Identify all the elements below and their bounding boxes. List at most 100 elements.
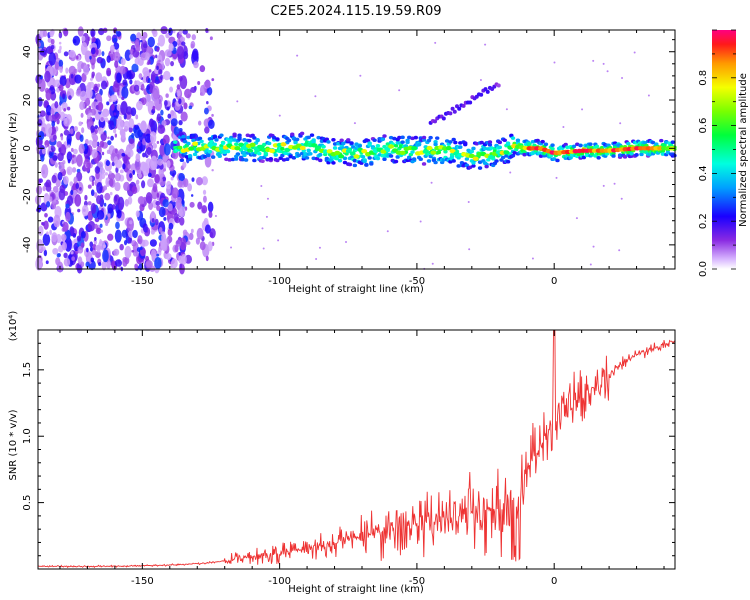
noise-speckle	[148, 202, 154, 211]
signal-band-cell	[660, 152, 666, 156]
signal-ridge-cell	[268, 148, 275, 154]
noise-speckle	[211, 78, 215, 82]
noise-speckle	[183, 178, 189, 188]
signal-band-cell	[453, 140, 458, 145]
signal-band-cell	[471, 161, 476, 165]
noise-speckle	[76, 154, 83, 167]
noise-speckle	[94, 192, 98, 198]
signal-band-cell	[242, 138, 247, 142]
signal-band-cell	[227, 158, 232, 162]
signal-band-cell	[469, 149, 475, 154]
noise-speckle	[145, 260, 153, 269]
noise-speckle	[197, 81, 201, 85]
noise-speckle	[107, 136, 110, 140]
noise-speckle	[91, 131, 96, 140]
noise-speckle	[167, 113, 172, 119]
signal-band-cell	[482, 146, 488, 151]
signal-band-cell	[492, 146, 498, 151]
noise-speckle	[110, 94, 118, 102]
signal-band-cell	[286, 138, 292, 143]
noise-speckle	[121, 96, 125, 101]
signal-band-cell	[173, 140, 178, 144]
signal-band-cell	[494, 159, 499, 163]
noise-speckle	[99, 239, 103, 245]
noise-speckle	[145, 52, 150, 61]
noise-speckle	[81, 204, 89, 217]
signal-band-cell	[413, 135, 419, 140]
noise-speckle	[128, 236, 133, 244]
noise-speckle	[101, 51, 105, 57]
noise-speckle	[135, 210, 140, 218]
signal-band-cell	[505, 159, 511, 164]
signal-ridge-cell	[315, 145, 322, 150]
noise-speckle	[114, 133, 118, 138]
noise-speckle	[155, 200, 161, 206]
noise-speckle	[195, 237, 200, 245]
signal-ridge-cell	[338, 154, 345, 159]
spectrogram-panel: -150 -100 -50 0 -40 -20 0 20 40 Height of strai…	[8, 26, 677, 295]
noise-speckle	[50, 44, 55, 50]
noise-speckle	[45, 89, 52, 101]
noise-speckle	[146, 85, 151, 91]
noise-speckle	[75, 55, 79, 60]
noise-speckle	[170, 258, 178, 269]
spectrogram-frame	[37, 29, 676, 270]
noise-speckle	[91, 31, 95, 37]
noise-speckle	[122, 79, 128, 86]
noise-speckle	[158, 227, 163, 233]
noise-speckle	[39, 110, 46, 117]
noise-speckle	[150, 249, 157, 259]
noise-speckle	[58, 161, 65, 173]
signal-band-cell	[575, 142, 580, 147]
noise-speckle	[140, 39, 143, 43]
snr-y-tick-label: 1.5	[22, 362, 33, 378]
signal-band-cell	[268, 156, 274, 161]
signal-band-cell	[186, 135, 191, 140]
signal-band-cell	[463, 142, 468, 147]
noise-speckle	[132, 169, 136, 176]
noise-speckle	[40, 247, 44, 252]
signal-ridge-cell	[503, 150, 510, 155]
noise-speckle	[41, 164, 49, 179]
signal-band-cell	[349, 141, 354, 145]
noise-speckle	[201, 176, 208, 186]
noise-speckle	[236, 100, 239, 103]
noise-speckle	[93, 85, 99, 91]
noise-speckle	[468, 248, 471, 251]
signal-band-cell	[416, 142, 422, 147]
noise-speckle	[135, 153, 141, 163]
signal-band-cell	[550, 146, 555, 151]
signal-band-cell	[449, 152, 455, 157]
signal-band-cell	[451, 159, 456, 163]
noise-speckle	[147, 59, 151, 65]
noise-speckle	[63, 252, 68, 259]
noise-speckle	[190, 194, 194, 197]
noise-speckle	[158, 69, 163, 75]
signal-band-cell	[626, 141, 631, 146]
noise-speckle	[104, 192, 111, 201]
noise-speckle	[59, 66, 63, 73]
noise-speckle	[172, 29, 176, 34]
noise-speckle	[434, 41, 437, 44]
noise-speckle	[188, 105, 193, 110]
noise-speckle	[209, 36, 213, 41]
noise-speckle	[140, 246, 143, 251]
noise-speckle	[46, 231, 49, 235]
signal-band-cell	[382, 157, 387, 162]
noise-speckle	[136, 32, 142, 40]
noise-speckle	[114, 159, 123, 169]
noise-speckle	[52, 185, 59, 193]
noise-speckle	[67, 144, 71, 148]
noise-speckle	[589, 263, 592, 266]
signal-band-cell	[400, 140, 405, 144]
noise-speckle	[174, 244, 179, 253]
signal-band-cell	[219, 133, 224, 138]
spectrogram-y-axis: -40 -20 0 20 40	[22, 39, 675, 270]
signal-band-cell	[235, 152, 241, 156]
noise-speckle	[88, 139, 93, 146]
noise-speckle	[581, 108, 584, 111]
noise-speckle	[137, 235, 143, 245]
noise-speckle	[62, 221, 69, 232]
noise-speckle	[80, 242, 85, 248]
signal-band-cell	[347, 162, 353, 167]
